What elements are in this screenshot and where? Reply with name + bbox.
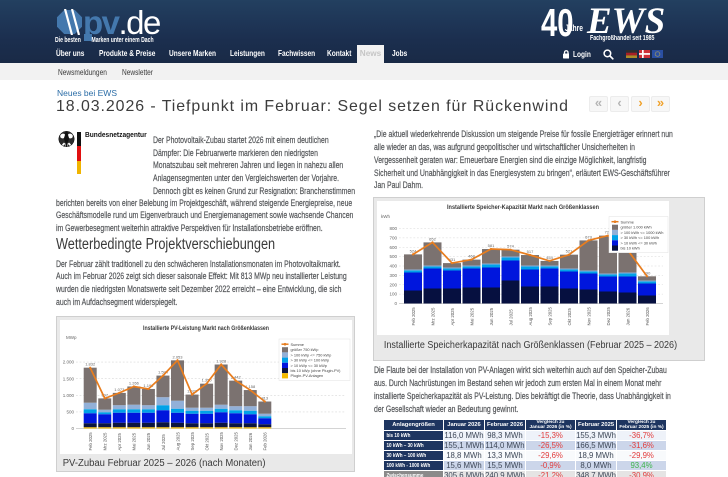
svg-text:517: 517 [527, 249, 534, 254]
svg-text:652: 652 [429, 236, 436, 241]
svg-text:600: 600 [389, 245, 397, 250]
svg-text:Dez 2025: Dez 2025 [234, 431, 239, 450]
svg-text:521: 521 [566, 249, 573, 254]
svg-text:bis 10 kWp (ohne Plugin-PV): bis 10 kWp (ohne Plugin-PV) [291, 368, 342, 373]
svg-text:Installierte PV-Leistung Markt: Installierte PV-Leistung Markt nach Größ… [143, 325, 269, 332]
svg-text:400: 400 [389, 264, 397, 269]
svg-text:Plugin-PV-Anlagen: Plugin-PV-Anlagen [291, 373, 324, 378]
svg-text:Mrz 2025: Mrz 2025 [430, 307, 435, 326]
svg-text:454: 454 [546, 255, 553, 260]
svg-text:Sep 2025: Sep 2025 [190, 431, 195, 450]
svg-text:1.500: 1.500 [63, 376, 75, 381]
svg-text:800: 800 [389, 226, 397, 231]
svg-text:> 10 kWp <= 30 kWp: > 10 kWp <= 30 kWp [291, 363, 327, 368]
svg-text:Feb 2025: Feb 2025 [411, 307, 416, 326]
svg-text:Okt 2025: Okt 2025 [567, 307, 572, 325]
svg-text:724: 724 [605, 230, 612, 235]
svg-text:Mai 2025: Mai 2025 [469, 307, 474, 325]
svg-text:813: 813 [261, 396, 268, 401]
svg-text:> 100 kWh <= 1000 kWh: > 100 kWh <= 1000 kWh [621, 230, 664, 235]
svg-text:500: 500 [66, 410, 74, 415]
svg-text:Jul 2025: Jul 2025 [161, 434, 166, 451]
svg-text:> 30 kWp <= 100 kWp: > 30 kWp <= 100 kWp [291, 358, 330, 363]
svg-text:2.053: 2.053 [172, 354, 183, 359]
svg-text:Okt 2025: Okt 2025 [204, 432, 209, 450]
svg-text:1.073: 1.073 [114, 387, 125, 392]
svg-text:Aug 2025: Aug 2025 [175, 431, 180, 450]
svg-text:Jun 2025: Jun 2025 [146, 432, 151, 450]
svg-text:Sep 2025: Sep 2025 [547, 306, 552, 325]
svg-text:Dez 2025: Dez 2025 [606, 306, 611, 325]
svg-text:1.928: 1.928 [216, 359, 227, 364]
svg-text:Apr 2025: Apr 2025 [117, 432, 122, 450]
svg-text:673: 673 [585, 234, 592, 239]
svg-text:300: 300 [389, 273, 397, 278]
svg-text:431: 431 [449, 257, 456, 262]
svg-text:200: 200 [389, 282, 397, 287]
svg-text:1.832: 1.832 [85, 362, 96, 367]
svg-text:1.594: 1.594 [158, 370, 169, 375]
svg-text:Feb 2026: Feb 2026 [263, 432, 268, 451]
svg-text:0: 0 [71, 426, 74, 431]
svg-text:1.350: 1.350 [202, 378, 213, 383]
svg-text:größer 750 kWp: größer 750 kWp [291, 347, 319, 352]
svg-text:Apr 2025: Apr 2025 [450, 307, 455, 325]
svg-text:Mai 2025: Mai 2025 [132, 432, 137, 450]
svg-text:Jun 2025: Jun 2025 [489, 307, 494, 325]
svg-text:bis 10 kWh: bis 10 kWh [621, 246, 640, 251]
svg-text:1.266: 1.266 [129, 381, 140, 386]
svg-text:Summe: Summe [621, 220, 634, 225]
svg-text:Jan 2026: Jan 2026 [248, 432, 253, 450]
svg-text:Installierte Speicher-Kapazitä: Installierte Speicher-Kapazität Markt na… [447, 204, 599, 211]
svg-text:Jan 2026: Jan 2026 [625, 307, 630, 325]
svg-text:574: 574 [507, 244, 514, 249]
svg-text:500: 500 [389, 254, 397, 259]
svg-text:1.191: 1.191 [143, 383, 154, 388]
svg-text:> 30 kWh <= 100 kWh: > 30 kWh <= 100 kWh [621, 235, 660, 240]
svg-text:Feb 2025: Feb 2025 [88, 432, 93, 451]
svg-text:100: 100 [389, 292, 397, 297]
svg-text:581: 581 [488, 243, 495, 248]
svg-text:1.158: 1.158 [245, 384, 256, 389]
svg-text:größer 1.000 kWh: größer 1.000 kWh [621, 225, 652, 230]
svg-text:2.000: 2.000 [63, 360, 75, 365]
svg-text:1.022: 1.022 [187, 389, 198, 394]
svg-text:Nov 2025: Nov 2025 [586, 306, 591, 325]
svg-text:290: 290 [644, 270, 651, 275]
svg-text:Jul 2025: Jul 2025 [508, 309, 513, 326]
svg-text:> 10 kWh <= 30 kWh: > 10 kWh <= 30 kWh [621, 240, 657, 245]
svg-text:1.000: 1.000 [63, 393, 75, 398]
svg-text:0: 0 [394, 301, 397, 306]
svg-text:kWh: kWh [381, 214, 390, 219]
svg-text:> 100 kWp <= 750 kWp: > 100 kWp <= 750 kWp [291, 352, 332, 357]
svg-text:Summe: Summe [291, 342, 304, 347]
svg-text:1.442: 1.442 [231, 375, 242, 380]
svg-text:Nov 2025: Nov 2025 [219, 431, 224, 450]
svg-text:Aug 2025: Aug 2025 [528, 306, 533, 325]
svg-text:524: 524 [410, 248, 417, 253]
svg-text:Feb 2026: Feb 2026 [645, 307, 650, 326]
svg-text:700: 700 [389, 236, 397, 241]
svg-text:468: 468 [468, 254, 475, 259]
svg-text:Mrz 2025: Mrz 2025 [103, 432, 108, 451]
svg-text:MWp: MWp [66, 335, 77, 340]
svg-text:907: 907 [101, 392, 108, 397]
